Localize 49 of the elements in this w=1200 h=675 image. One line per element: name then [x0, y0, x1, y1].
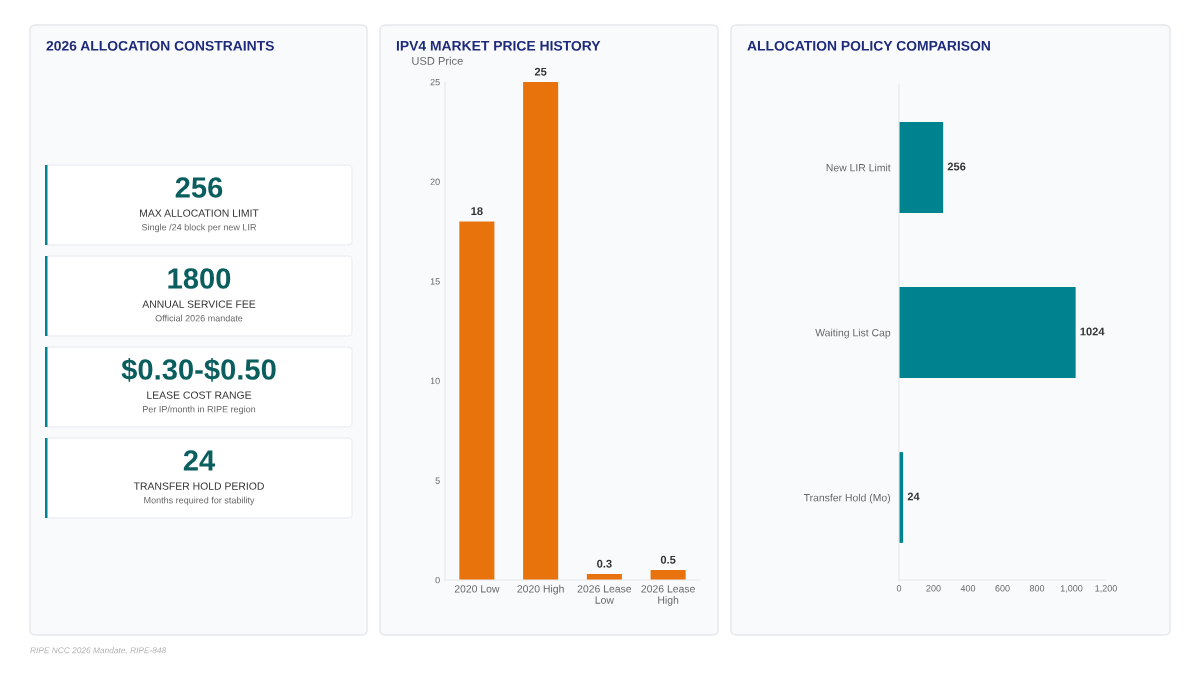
- x-tick-label: 2026 Lease Low: [577, 585, 632, 604]
- text: TRANSFER HOLD PERIOD: [133, 482, 264, 490]
- x-tick-label: 2020 High: [517, 584, 564, 595]
- bar: [899, 287, 1076, 378]
- x-tick-label: 0: [896, 585, 902, 592]
- y-tick-label: New LIR Limit: [826, 163, 891, 172]
- y-tick-label: 5: [435, 477, 440, 484]
- data-label: 1024: [1080, 327, 1105, 336]
- x-tick-label: 800: [1029, 585, 1045, 592]
- x-tick-label: 600: [995, 585, 1010, 592]
- x-tick-label: 1,000: [1060, 585, 1083, 593]
- text: Months required for stability: [144, 496, 255, 506]
- x-tick-label: 200: [926, 585, 941, 592]
- text: 256: [175, 177, 223, 198]
- x-tick-label: 400: [960, 585, 976, 592]
- text: ANNUAL SERVICE FEE: [142, 300, 256, 308]
- chart-title: ALLOCATION POLICY COMPARISON: [747, 40, 990, 51]
- y-tick-label: 15: [430, 278, 440, 285]
- bar: [459, 221, 495, 580]
- data-label: 18: [471, 207, 483, 216]
- text: RIPE NCC 2026 Mandate, RIPE-848: [30, 647, 167, 655]
- data-label: 25: [534, 67, 547, 76]
- bar: [899, 122, 944, 213]
- y-tick-label: Transfer Hold (Mo): [803, 493, 891, 504]
- text: Per IP/month in RIPE region: [143, 405, 256, 415]
- text: 2026 ALLOCATION CONSTRAINTS: [46, 40, 274, 51]
- x-tick-label: 2020 Low: [454, 585, 500, 593]
- text: 1800: [168, 268, 231, 289]
- x-tick-label: 1,200: [1095, 585, 1117, 593]
- text: Single /24 block per new LIR: [141, 223, 257, 233]
- y-tick-label: Waiting List Cap: [815, 328, 891, 339]
- data-label: 24: [907, 492, 920, 501]
- bar: [650, 570, 686, 580]
- data-label: 256: [947, 162, 966, 171]
- data-label: 0.5: [660, 555, 676, 564]
- bar: [523, 82, 559, 580]
- data-label: 0.3: [597, 559, 612, 568]
- y-tick-label: 25: [430, 78, 440, 86]
- y-tick-label: 20: [430, 178, 440, 185]
- text: $0.30-$0.50: [121, 357, 276, 382]
- y-axis-title: USD Price: [412, 56, 463, 65]
- chart-title: IPV4 MARKET PRICE HISTORY: [396, 40, 601, 51]
- y-tick-label: 0: [435, 576, 440, 584]
- text: LEASE COST RANGE: [147, 391, 252, 399]
- x-tick-label: 2026 Lease High: [641, 585, 695, 606]
- text: Official 2026 mandate: [155, 314, 243, 322]
- text: MAX ALLOCATION LIMIT: [140, 209, 259, 217]
- text: 24: [183, 450, 216, 471]
- y-tick-label: 10: [430, 377, 440, 385]
